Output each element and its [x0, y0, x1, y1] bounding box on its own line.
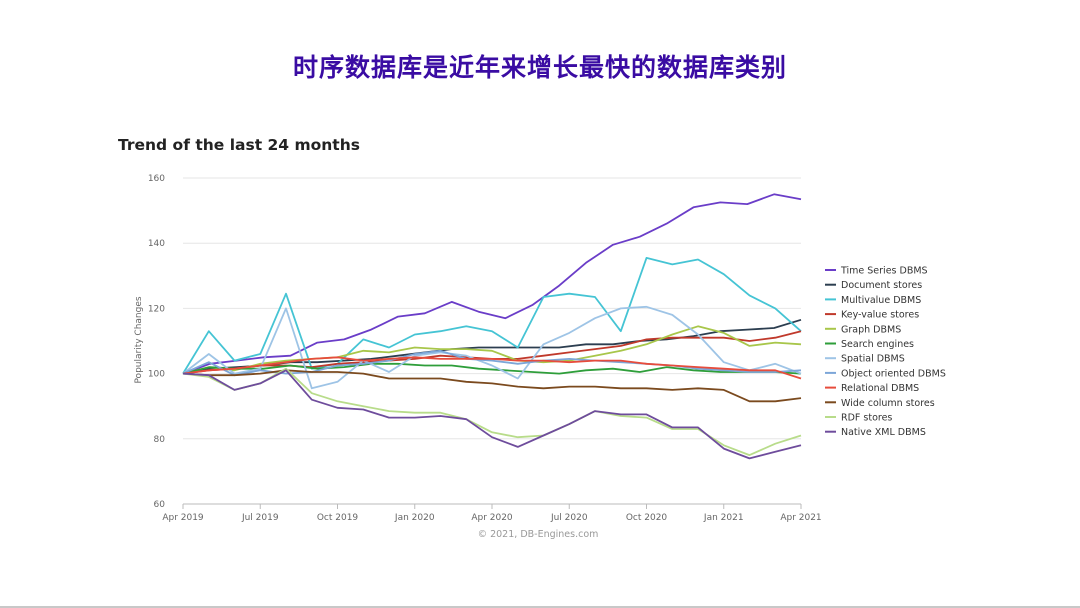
x-tick-label: Oct 2020	[626, 513, 668, 523]
x-tick-label: Jan 2020	[394, 513, 435, 523]
chart-credit: © 2021, DB-Engines.com	[478, 529, 599, 540]
y-tick-label: 140	[148, 239, 165, 249]
legend-item-label[interactable]: RDF stores	[841, 413, 892, 424]
x-tick-label: Apr 2021	[780, 513, 821, 523]
legend-item-label[interactable]: Native XML DBMS	[841, 427, 926, 438]
legend-item-label[interactable]: Object oriented DBMS	[841, 368, 946, 379]
y-tick-label: 80	[154, 435, 166, 445]
legend-item-label[interactable]: Time Series DBMS	[840, 266, 928, 277]
slide-title: 时序数据库是近年来增长最快的数据库类别	[292, 53, 787, 82]
legend-item-label[interactable]: Multivalue DBMS	[841, 295, 921, 306]
grid-lines	[183, 177, 801, 505]
y-tick-label: 120	[148, 304, 165, 314]
legend-item-label[interactable]: Search engines	[841, 339, 914, 350]
x-tick-label: Apr 2020	[471, 513, 513, 523]
x-tick-label: Jul 2020	[550, 513, 588, 523]
legend: Time Series DBMS Document stores Multivalu…	[825, 266, 946, 438]
legend-item-label[interactable]: Key-value stores	[841, 310, 919, 321]
x-tick-label: Apr 2019	[162, 513, 204, 523]
series-line-graph-dbms	[182, 325, 802, 375]
y-tick-label: 100	[148, 370, 165, 380]
x-tick-label: Jul 2019	[241, 513, 279, 523]
slide-bottom-divider	[0, 606, 1080, 608]
series-line-spatial-dbms	[182, 305, 802, 390]
legend-item-label[interactable]: Wide column stores	[841, 398, 935, 409]
series-line-relational-dbms	[182, 356, 802, 380]
legend-item-label[interactable]: Relational DBMS	[841, 383, 919, 394]
y-tick-label: 60	[154, 500, 166, 510]
legend-item-label[interactable]: Graph DBMS	[841, 324, 901, 335]
series-line-object-oriented-dbms	[182, 349, 802, 377]
x-tick-label: Oct 2019	[317, 513, 359, 523]
series-line-multivalue-dbms	[182, 256, 802, 375]
legend-item-label[interactable]: Spatial DBMS	[841, 354, 905, 365]
series-line-time-series-dbms	[182, 193, 802, 375]
series-line-rdf-stores	[182, 367, 802, 457]
legend-item-label[interactable]: Document stores	[841, 280, 922, 291]
series-line-search-engines	[182, 362, 802, 375]
series-lines	[182, 193, 802, 460]
series-line-native-xml-dbms	[182, 369, 802, 460]
chart-title: Trend of the last 24 months	[118, 136, 360, 154]
y-tick-label: 160	[148, 174, 165, 184]
x-tick-label: Jan 2021	[703, 513, 744, 523]
y-axis-label: Popularity Changes	[134, 296, 144, 383]
axes: 60 80 100 120 140 160 Apr 2019 Jul 2019 Oct 2019…	[148, 174, 822, 523]
